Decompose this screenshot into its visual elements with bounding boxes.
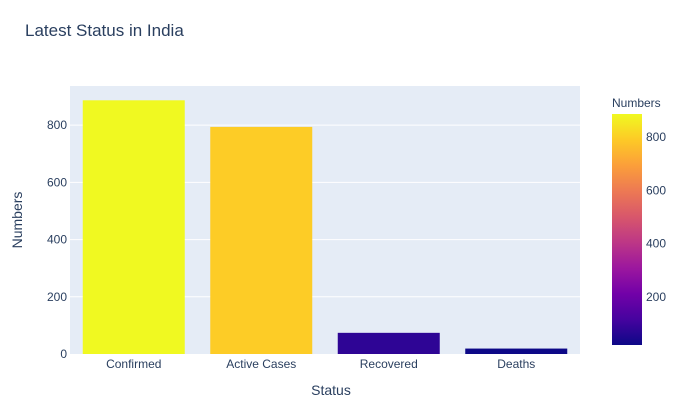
- x-tick-label: Deaths: [497, 357, 535, 371]
- x-axis-title: Status: [311, 382, 351, 398]
- y-axis-title: Numbers: [9, 192, 25, 249]
- colorbar-title: Numbers: [612, 96, 661, 110]
- colorbar-tick-label: 400: [646, 237, 666, 251]
- x-axis-ticks: Confirmed Active Cases Recovered Deaths: [106, 357, 535, 371]
- bars: [82, 100, 568, 354]
- y-tick-label: 400: [47, 233, 67, 247]
- y-tick-label: 800: [47, 118, 67, 132]
- bar-active-cases[interactable]: [210, 126, 313, 354]
- colorbar-tick-label: 600: [646, 183, 666, 197]
- bar-deaths[interactable]: [465, 348, 568, 354]
- colorbar-tick-label: 800: [646, 130, 666, 144]
- chart-title: Latest Status in India: [25, 21, 184, 40]
- y-tick-label: 600: [47, 175, 67, 189]
- x-tick-label: Confirmed: [106, 357, 161, 371]
- y-tick-label: 0: [60, 347, 67, 361]
- y-axis-ticks: 0 200 400 600 800: [47, 118, 67, 361]
- colorbar: [612, 114, 642, 345]
- bar-recovered[interactable]: [337, 332, 440, 354]
- colorbar-tick-label: 200: [646, 290, 666, 304]
- colorbar-ticks: 200 400 600 800: [646, 130, 666, 304]
- bar-confirmed[interactable]: [82, 100, 185, 354]
- x-tick-label: Active Cases: [226, 357, 296, 371]
- x-tick-label: Recovered: [360, 357, 418, 371]
- y-tick-label: 200: [47, 290, 67, 304]
